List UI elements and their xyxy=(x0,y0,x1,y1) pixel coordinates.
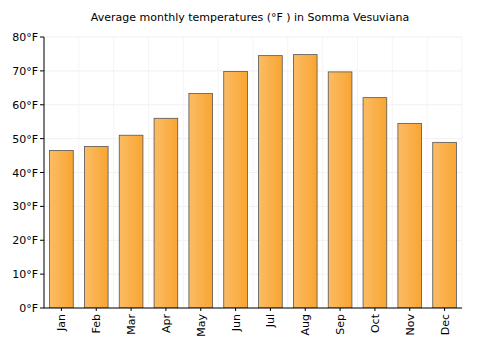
x-axis: Jan Feb Mar Apr May Jun Jul Aug Sep Oct Nov Dec xyxy=(55,308,451,337)
x-tick xyxy=(131,308,132,311)
x-tick-label: May xyxy=(195,314,208,337)
x-tick-label: Oct xyxy=(369,313,382,333)
x-tick-label: Mar xyxy=(125,314,138,335)
x-tick xyxy=(165,308,166,311)
x-tick-label: Nov xyxy=(404,314,417,336)
grid-line-vertical xyxy=(427,37,428,308)
y-tick-label: 10°F xyxy=(12,268,38,281)
x-tick xyxy=(200,308,201,311)
grid-line-vertical xyxy=(322,37,323,308)
x-tick xyxy=(96,308,97,311)
y-tick-label: 20°F xyxy=(12,234,38,247)
y-tick-label: 70°F xyxy=(12,65,38,78)
x-tick xyxy=(374,308,375,311)
y-tick xyxy=(40,172,44,173)
y-axis: 0°F 10°F 20°F 30°F 40°F 50°F 60°F 70°F 80°F xyxy=(12,31,44,315)
grid-line xyxy=(44,308,462,309)
x-tick xyxy=(409,308,410,311)
y-tick xyxy=(40,240,44,241)
x-tick-label: Jun xyxy=(230,314,243,332)
x-tick-label: Jan xyxy=(55,314,68,332)
grid-line-vertical xyxy=(78,37,79,308)
x-tick xyxy=(340,308,341,311)
bar xyxy=(433,142,457,308)
x-tick-label: Sep xyxy=(334,314,347,335)
grid-line-vertical xyxy=(44,37,45,308)
y-tick xyxy=(40,138,44,139)
x-tick xyxy=(61,308,62,311)
x-tick-label: Feb xyxy=(90,314,103,333)
bar xyxy=(259,56,283,308)
bar xyxy=(84,146,108,308)
bar xyxy=(189,94,213,308)
y-tick-label: 40°F xyxy=(12,167,38,180)
y-tick xyxy=(40,308,44,309)
bar xyxy=(50,150,74,308)
bar xyxy=(398,123,422,308)
grid-line-vertical xyxy=(218,37,219,308)
y-tick-label: 50°F xyxy=(12,133,38,146)
x-tick-label: Dec xyxy=(439,314,452,335)
y-tick-label: 60°F xyxy=(12,99,38,112)
bars xyxy=(50,55,457,308)
y-tick xyxy=(40,104,44,105)
x-tick-label: Jul xyxy=(264,314,277,328)
y-tick-label: 0°F xyxy=(19,302,38,315)
y-tick xyxy=(40,70,44,71)
y-tick xyxy=(40,37,44,38)
grid-line-vertical xyxy=(113,37,114,308)
title: Average monthly temperatures (°F ) in So… xyxy=(91,11,409,24)
chart-svg: Average monthly temperatures (°F ) in So… xyxy=(0,0,500,350)
y-tick xyxy=(40,206,44,207)
x-tick xyxy=(235,308,236,311)
bar xyxy=(119,135,143,308)
x-axis-line xyxy=(44,308,462,309)
x-tick xyxy=(270,308,271,311)
grid-line-vertical xyxy=(357,37,358,308)
grid xyxy=(44,37,462,308)
y-tick xyxy=(40,274,44,275)
y-tick-label: 80°F xyxy=(12,31,38,44)
grid-line-vertical xyxy=(462,37,463,308)
x-tick-label: Aug xyxy=(299,314,312,335)
bar xyxy=(328,72,352,308)
bar xyxy=(363,98,387,308)
grid-line-vertical xyxy=(287,37,288,308)
x-tick-label: Apr xyxy=(160,314,173,334)
chart-container: Average monthly temperatures (°F ) in So… xyxy=(0,0,500,350)
grid-line-vertical xyxy=(148,37,149,308)
grid-line-vertical xyxy=(253,37,254,308)
y-axis-line xyxy=(44,37,45,308)
x-tick xyxy=(444,308,445,311)
y-tick-label: 30°F xyxy=(12,200,38,213)
x-tick xyxy=(305,308,306,311)
grid-line-vertical xyxy=(183,37,184,308)
grid-line-vertical xyxy=(392,37,393,308)
bar xyxy=(293,55,317,308)
bar xyxy=(154,118,178,308)
bar xyxy=(224,72,248,308)
